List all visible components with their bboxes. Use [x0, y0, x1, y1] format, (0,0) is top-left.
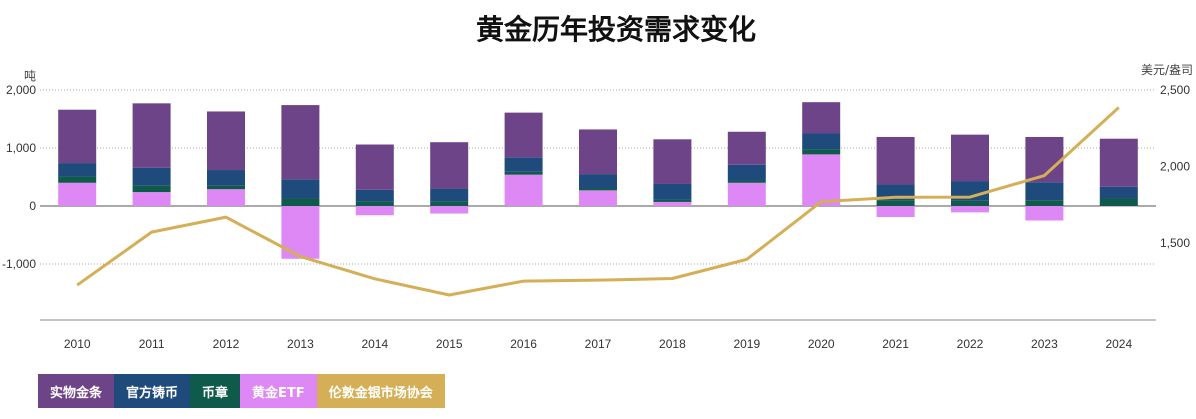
bar-segment: [207, 170, 245, 186]
x-tick-label: 2023: [1031, 337, 1058, 351]
bar-segment: [802, 154, 841, 206]
bar-segment: [132, 167, 171, 186]
bar-segment: [504, 174, 543, 206]
y-left-tick-label: 0: [29, 199, 36, 213]
bar-segment: [876, 136, 915, 185]
bar-segment: [876, 206, 915, 218]
bar-segment: [355, 206, 394, 216]
legend-item: 黄金ETF: [240, 374, 317, 408]
bar-segment: [281, 105, 320, 180]
bar-segment: [281, 179, 320, 199]
bar-segment: [430, 206, 469, 214]
bar-segment: [355, 201, 394, 206]
y-right-tick-label: 2,000: [1160, 160, 1190, 174]
bar-segment: [132, 192, 171, 206]
legend-item: 币章: [190, 374, 241, 408]
bar-segment: [430, 201, 469, 206]
bar-segment: [1025, 182, 1064, 201]
x-tick-label: 2024: [1105, 337, 1132, 351]
bar-segment: [207, 185, 245, 190]
y-right-tick-label: 1,500: [1160, 236, 1190, 250]
gold-price-line: [76, 106, 1120, 297]
bar-segment: [504, 112, 543, 158]
bar-segment: [876, 200, 915, 206]
bar-segment: [579, 188, 617, 191]
x-tick-label: 2013: [287, 337, 314, 351]
bar-segment: [653, 199, 692, 202]
x-tick-label: 2012: [213, 337, 240, 351]
x-tick-label: 2016: [510, 337, 537, 351]
chart-plot: 2,000 1,000 0 -1,000 2,500 2,000 1,500 吨 美元/盎司 20…: [2, 63, 1193, 351]
bar-segment: [1099, 198, 1138, 206]
x-tick-label: 2019: [733, 337, 760, 351]
bar-segment: [727, 180, 766, 183]
x-tick-label: 2014: [361, 337, 388, 351]
bar-segment: [355, 189, 394, 202]
bar-segment: [504, 171, 543, 175]
x-tick-label: 2021: [882, 337, 909, 351]
x-tick-label: 2017: [585, 337, 612, 351]
bar-segment: [58, 176, 97, 183]
bar-segment: [1025, 206, 1064, 221]
bar-segment: [207, 111, 245, 171]
y-left-tick-label: 1,000: [6, 141, 36, 155]
y-left-unit-label: 吨: [24, 69, 36, 83]
bar-segment: [1099, 138, 1138, 187]
bar-segment: [1025, 200, 1064, 206]
bar-segment: [951, 206, 989, 213]
x-tick-label: 2010: [64, 337, 91, 351]
bar-segment: [132, 103, 171, 168]
bar-segment: [653, 139, 692, 184]
bar-segment: [430, 188, 469, 202]
bar-segment: [951, 134, 989, 182]
x-tick-label: 2018: [659, 337, 686, 351]
bar-segment: [951, 200, 989, 206]
bar-segment: [430, 142, 469, 189]
bar-segment: [653, 183, 692, 200]
bar-segment: [504, 157, 543, 172]
bar-segment: [727, 164, 766, 181]
bar-segment: [58, 109, 97, 164]
bar-segment: [802, 133, 841, 150]
y-right-tick-label: 2,500: [1160, 83, 1190, 97]
bar-segment: [727, 131, 766, 165]
x-tick-label: 2022: [957, 337, 984, 351]
bar-segment: [579, 190, 617, 206]
bar-segment: [802, 149, 841, 155]
bar-segment: [1099, 186, 1138, 199]
bar-segment: [653, 201, 692, 206]
chart-title: 黄金历年投资需求变化: [475, 13, 756, 46]
bar-segment: [579, 129, 617, 175]
legend-item: 实物金条: [38, 374, 115, 408]
bar-segment: [355, 144, 394, 190]
x-tick-label: 2011: [139, 337, 165, 351]
bar-segment: [132, 185, 171, 193]
bar-segment: [281, 198, 320, 206]
bar-segment: [802, 102, 841, 134]
bar-segment: [58, 182, 97, 206]
y-left-tick-label: 2,000: [6, 83, 36, 97]
bar-segment: [58, 163, 97, 177]
legend-item: 伦敦金银市场协会: [316, 374, 445, 408]
x-tick-label: 2015: [436, 337, 463, 351]
bar-segment: [727, 182, 766, 206]
bar-segment: [579, 174, 617, 189]
legend-item: 官方铸币: [114, 374, 191, 408]
x-tick-label: 2020: [808, 337, 835, 351]
y-right-unit-label: 美元/盎司: [1141, 63, 1193, 77]
bar-segment: [207, 189, 245, 206]
chart-legend: 实物金条 官方铸币 币章 黄金ETF 伦敦金银市场协会: [38, 374, 445, 408]
y-left-tick-label: -1,000: [2, 257, 36, 271]
